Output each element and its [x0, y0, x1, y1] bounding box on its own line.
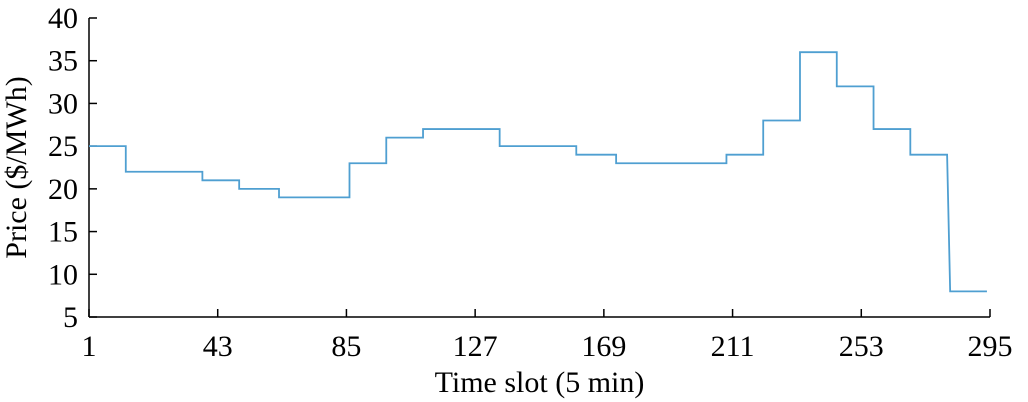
x-axis-ticks: 1 43 85 127 169 211 253 295 — [82, 309, 1013, 363]
y-tick-label: 35 — [48, 45, 78, 78]
plot-series — [89, 51, 987, 293]
x-tick-label: 127 — [453, 330, 498, 363]
y-tick-label: 30 — [48, 87, 78, 120]
x-tick-label: 169 — [581, 330, 626, 363]
y-tick-label: 10 — [48, 258, 78, 291]
x-tick-label: 43 — [203, 330, 233, 363]
x-axis-label: Time slot (5 min) — [435, 366, 645, 399]
y-tick-label: 25 — [48, 130, 78, 163]
y-tick-label: 20 — [48, 173, 78, 206]
x-tick-label: 1 — [82, 330, 97, 363]
y-axis-label: Price ($/MWh) — [0, 76, 33, 258]
x-tick-label: 211 — [711, 330, 755, 363]
axes — [88, 18, 990, 318]
y-tick-label: 5 — [63, 301, 78, 334]
x-tick-label: 295 — [968, 330, 1013, 363]
y-axis-ticks: 5 10 15 20 25 30 35 40 — [48, 2, 97, 334]
x-tick-label: 253 — [839, 330, 884, 363]
y-tick-label: 15 — [48, 216, 78, 249]
y-tick-label: 40 — [48, 2, 78, 35]
x-tick-label: 85 — [331, 330, 361, 363]
price-series-line — [89, 51, 987, 293]
